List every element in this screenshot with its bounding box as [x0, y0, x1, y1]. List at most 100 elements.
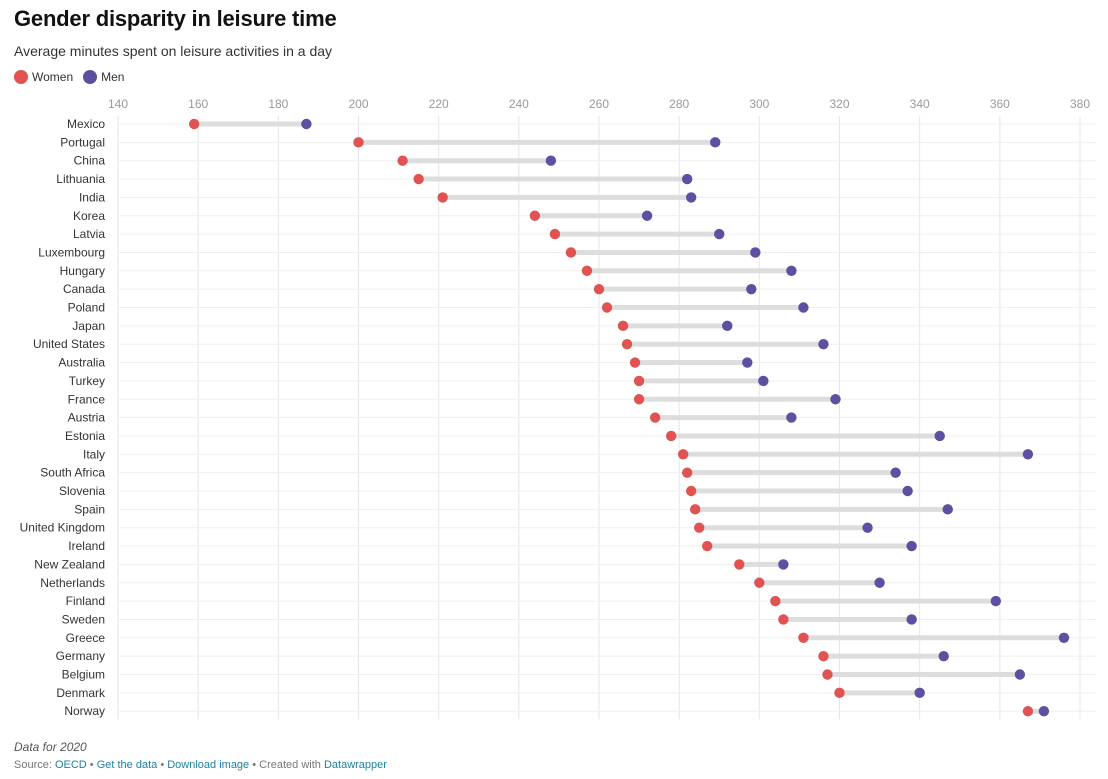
- men-dot: [301, 118, 312, 130]
- men-dot: [722, 320, 733, 332]
- women-dot: [770, 595, 781, 607]
- women-dot: [649, 412, 661, 423]
- men-dot: [890, 467, 901, 478]
- dot-range-chart: 140 160 180 200 220 240 260 280 300 320 340 360 380 M…: [20, 97, 1096, 720]
- category-label: Slovenia: [59, 484, 105, 498]
- category-label: Mexico: [67, 117, 105, 131]
- category-label: Netherlands: [40, 576, 105, 590]
- category-label: Greece: [66, 631, 106, 645]
- women-dot: [621, 339, 633, 350]
- women-dot: [685, 485, 697, 497]
- x-tick-label: 160: [188, 97, 208, 111]
- download-image-link[interactable]: Download image: [167, 759, 250, 771]
- x-tick-label: 200: [348, 97, 368, 111]
- category-label: United Kingdom: [20, 521, 105, 535]
- x-tick-label: 280: [669, 97, 689, 111]
- men-dot: [914, 687, 925, 699]
- men-dot: [545, 155, 557, 166]
- men-dot: [830, 394, 841, 405]
- men-dot: [786, 265, 797, 276]
- x-tick-label: 140: [108, 97, 128, 111]
- women-dot: [529, 210, 541, 221]
- category-label: Latvia: [73, 227, 105, 241]
- category-label: Lithuania: [56, 172, 105, 186]
- men-dot: [685, 192, 697, 203]
- category-label: France: [68, 392, 106, 406]
- category-label: Austria: [68, 411, 106, 425]
- separator-3: •: [249, 759, 260, 771]
- men-dot: [906, 614, 917, 625]
- women-dot: [690, 504, 701, 515]
- x-tick-label: 380: [1070, 97, 1090, 111]
- men-dot: [902, 485, 913, 497]
- category-label: Finland: [66, 594, 105, 608]
- women-dot: [633, 394, 645, 405]
- women-dot: [778, 614, 789, 625]
- category-label: Estonia: [65, 429, 105, 443]
- x-tick-label: 300: [749, 97, 769, 111]
- source-link-oecd[interactable]: OECD: [54, 759, 87, 771]
- category-label: Poland: [68, 301, 105, 315]
- women-dot: [601, 302, 613, 313]
- men-dot: [1014, 669, 1026, 680]
- women-dot: [734, 559, 745, 570]
- women-dot: [681, 467, 693, 478]
- women-dot: [629, 357, 641, 368]
- separator-1: •: [86, 759, 97, 771]
- women-dot: [798, 632, 809, 643]
- footer-note: Data for 2020: [14, 740, 87, 754]
- x-tick-label: 360: [990, 97, 1010, 111]
- men-dot: [710, 137, 721, 148]
- women-dot: [549, 228, 561, 240]
- category-label: Turkey: [69, 374, 105, 388]
- legend-swatch-men: [83, 70, 98, 84]
- datawrapper-link[interactable]: Datawrapper: [323, 759, 387, 771]
- women-dot: [353, 137, 364, 148]
- women-dot: [834, 687, 845, 699]
- created-with-text: Created with: [259, 759, 324, 771]
- women-dot: [437, 192, 448, 203]
- legend-swatch-women: [14, 70, 28, 84]
- x-tick-label: 220: [429, 97, 449, 111]
- men-dot: [641, 210, 653, 221]
- women-dot: [397, 155, 408, 166]
- chart-subtitle: Average minutes spent on leisure activit…: [14, 43, 333, 59]
- women-dot: [565, 247, 577, 258]
- x-tick-label: 320: [829, 97, 849, 111]
- men-dot: [990, 595, 1002, 607]
- women-dot: [754, 577, 765, 588]
- category-label: Spain: [74, 502, 105, 516]
- footer-source: Source: OECD • Get the data • Download i…: [14, 759, 387, 771]
- separator-2: •: [157, 759, 168, 771]
- category-label: Canada: [63, 282, 105, 296]
- legend: Women Men: [14, 70, 134, 84]
- men-dot: [874, 577, 885, 588]
- legend-item-women: Women: [14, 70, 73, 84]
- women-dot: [822, 669, 833, 680]
- chart-title: Gender disparity in leisure time: [14, 6, 337, 31]
- category-label: Portugal: [60, 135, 105, 149]
- men-dot: [681, 173, 693, 185]
- women-dot: [581, 265, 593, 276]
- category-label: South Africa: [40, 466, 105, 480]
- category-label: New Zealand: [34, 557, 105, 571]
- category-label: United States: [33, 337, 105, 351]
- legend-label-men: Men: [101, 70, 125, 84]
- category-label: Denmark: [56, 686, 106, 700]
- x-tick-label: 260: [589, 97, 609, 111]
- category-label: Germany: [56, 649, 105, 663]
- women-dot: [188, 118, 200, 130]
- x-tick-label: 340: [910, 97, 930, 111]
- men-dot: [1038, 706, 1050, 717]
- women-dot: [702, 540, 713, 552]
- women-dot: [677, 449, 689, 460]
- men-dot: [786, 412, 797, 423]
- category-label: Korea: [73, 209, 105, 223]
- category-label: Hungary: [60, 264, 105, 278]
- category-label: Australia: [58, 356, 105, 370]
- get-data-link[interactable]: Get the data: [96, 759, 158, 771]
- women-dot: [694, 522, 705, 533]
- men-dot: [906, 540, 917, 552]
- men-dot: [942, 504, 953, 515]
- men-dot: [714, 228, 725, 240]
